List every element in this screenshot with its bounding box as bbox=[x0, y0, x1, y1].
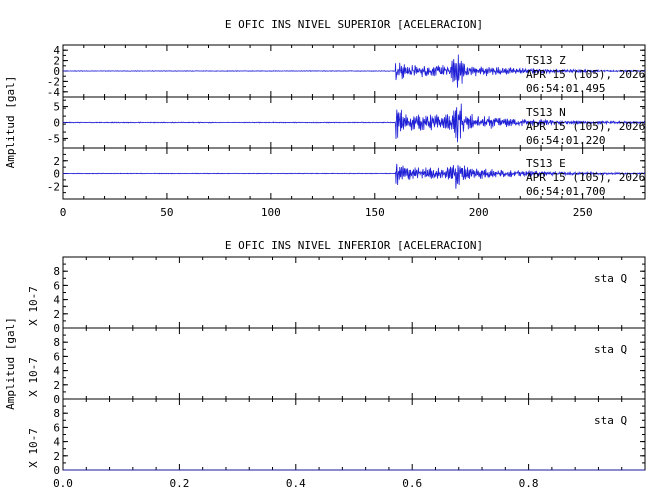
x-tick-label: 0.8 bbox=[519, 477, 539, 490]
station-label: TS13 N bbox=[526, 106, 566, 119]
y-axis-label: Amplitud [gal] bbox=[4, 317, 17, 410]
y-tick-label: 6 bbox=[53, 279, 60, 292]
y-tick-label: 4 bbox=[53, 44, 60, 57]
y-tick-label: -5 bbox=[47, 132, 60, 145]
time-label: 06:54:01.495 bbox=[526, 82, 605, 95]
date-label: APR 15 (105), 2026 bbox=[526, 171, 645, 184]
x-tick-label: 150 bbox=[365, 206, 385, 219]
date-label: APR 15 (105), 2026 bbox=[526, 120, 645, 133]
x-tick-label: 250 bbox=[573, 206, 593, 219]
y-tick-label: -4 bbox=[47, 86, 61, 99]
x-tick-label: 200 bbox=[469, 206, 489, 219]
y-tick-label: 0 bbox=[53, 393, 60, 406]
y-tick-label: 4 bbox=[53, 365, 60, 378]
y-tick-label: 6 bbox=[53, 350, 60, 363]
x-tick-label: 0.2 bbox=[169, 477, 189, 490]
date-label: APR 15 (105), 2026 bbox=[526, 68, 645, 81]
y-tick-label: 2 bbox=[53, 155, 60, 168]
waveform-line bbox=[62, 163, 646, 189]
x-tick-label: 50 bbox=[160, 206, 173, 219]
y-tick-label: 2 bbox=[53, 379, 60, 392]
chart-title: E OFIC INS NIVEL INFERIOR [ACELERACION] bbox=[225, 239, 483, 252]
y-scale-label: X 10-7 bbox=[27, 286, 40, 326]
y-tick-label: 0 bbox=[53, 168, 60, 181]
y-tick-label: -2 bbox=[47, 75, 60, 88]
time-label: 06:54:01.700 bbox=[526, 185, 605, 198]
y-tick-label: 2 bbox=[53, 55, 60, 68]
station-label: sta Q bbox=[594, 414, 627, 427]
y-scale-label: X 10-7 bbox=[27, 428, 40, 468]
x-tick-label: 100 bbox=[261, 206, 281, 219]
y-tick-label: -2 bbox=[47, 180, 60, 193]
waveform-line bbox=[62, 103, 646, 143]
waveform-line bbox=[62, 54, 646, 88]
y-tick-label: 2 bbox=[53, 308, 60, 321]
x-tick-label: 0 bbox=[60, 206, 67, 219]
station-label: TS13 Z bbox=[526, 54, 566, 67]
trace-panel-3: 86 420 sta Q X 10-7 bbox=[27, 398, 646, 477]
figure-root: E OFIC INS NIVEL SUPERIOR [ACELERACION] A… bbox=[4, 18, 646, 490]
x-tick-label: 0.4 bbox=[286, 477, 306, 490]
y-tick-label: 8 bbox=[53, 407, 60, 420]
y-tick-label: 8 bbox=[53, 336, 60, 349]
chart-2: E OFIC INS NIVEL INFERIOR [ACELERACION] A… bbox=[4, 239, 646, 490]
station-label: sta Q bbox=[594, 272, 627, 285]
chart-title: E OFIC INS NIVEL SUPERIOR [ACELERACION] bbox=[225, 18, 483, 31]
y-tick-label: 4 bbox=[53, 294, 60, 307]
y-scale-label: X 10-7 bbox=[27, 357, 40, 397]
y-tick-label: 0 bbox=[53, 464, 60, 477]
y-axis-label: Amplitud [gal] bbox=[4, 76, 17, 169]
y-tick-label: 5 bbox=[53, 101, 60, 114]
x-tick-label: 0.6 bbox=[402, 477, 422, 490]
chart-1: E OFIC INS NIVEL SUPERIOR [ACELERACION] A… bbox=[4, 18, 646, 219]
station-label: sta Q bbox=[594, 343, 627, 356]
y-tick-label: 2 bbox=[53, 450, 60, 463]
time-label: 06:54:01.220 bbox=[526, 134, 605, 147]
y-tick-label: 0 bbox=[53, 322, 60, 335]
y-tick-label: 0 bbox=[53, 65, 60, 78]
y-tick-label: 8 bbox=[53, 265, 60, 278]
y-tick-label: 0 bbox=[53, 117, 60, 130]
station-label: TS13 E bbox=[526, 157, 566, 170]
x-tick-label: 0.0 bbox=[53, 477, 73, 490]
y-tick-label: 6 bbox=[53, 421, 60, 434]
y-tick-label: 4 bbox=[53, 436, 60, 449]
